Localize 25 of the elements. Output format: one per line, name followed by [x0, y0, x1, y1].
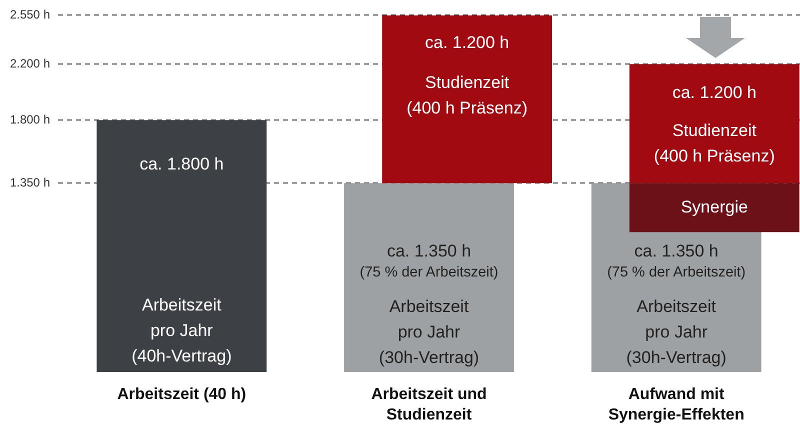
annotation: (75 % der Arbeitszeit) [360, 264, 498, 281]
annotation: (75 % der Arbeitszeit) [607, 264, 746, 281]
annotation: ca. 1.350 h [386, 241, 472, 260]
annotation: Studienzeit (400 h Präsenz) [654, 120, 775, 166]
annotation: Arbeitszeit pro Jahr (30h-Vertrag) [626, 297, 726, 368]
bar [344, 183, 514, 372]
annotation: Arbeitszeit pro Jahr (30h-Vertrag) [378, 297, 480, 368]
annotation: ca. 1.200 h [425, 32, 510, 52]
y-tick-label: 2.550 h [10, 8, 50, 22]
bar [629, 183, 800, 232]
x-tick-label: Arbeitszeit und Studienzeit [371, 386, 487, 424]
annotation: Arbeitszeit pro Jahr (40h-Vertrag) [132, 296, 232, 366]
x-tick-label: Arbeitszeit (40 h) [117, 386, 246, 403]
y-tick-label: 1.800 h [10, 112, 50, 126]
y-tick-label: 1.350 h [10, 175, 50, 190]
bar [629, 64, 800, 184]
annotation: Studienzeit (400 h Präsenz) [406, 73, 528, 118]
annotation: ca. 1.800 h [140, 154, 224, 174]
bar [382, 15, 552, 184]
y-tick-label: 2.200 h [10, 56, 50, 70]
x-tick-label: Aufwand mit Synergie-Effekten [608, 386, 744, 424]
annotation: ca. 1.200 h [672, 83, 756, 102]
annotation: ca. 1.350 h [634, 241, 718, 260]
annotation: Synergie [680, 197, 748, 216]
bar [96, 120, 267, 372]
